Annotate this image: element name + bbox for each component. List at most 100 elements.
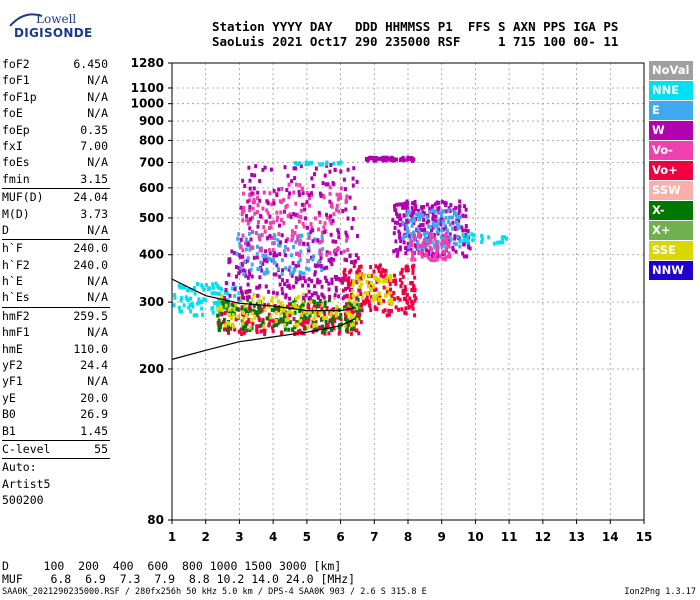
echo-point: [451, 220, 455, 225]
echo-point: [357, 274, 361, 279]
echo-point: [291, 244, 295, 249]
echo-point: [261, 253, 265, 258]
echo-point: [327, 258, 331, 263]
echo-point: [172, 303, 176, 308]
echo-point: [405, 224, 409, 229]
echo-point: [351, 176, 355, 181]
echo-point: [271, 328, 275, 333]
legend-item-noval: NoVal: [649, 61, 693, 80]
echo-point: [422, 231, 426, 236]
echo-point: [202, 287, 206, 292]
echo-point: [237, 232, 241, 237]
echo-point: [220, 294, 224, 299]
echo-point: [336, 197, 340, 202]
echo-point: [354, 320, 358, 325]
echo-point: [395, 253, 399, 258]
echo-point: [247, 269, 251, 274]
echo-point: [210, 291, 214, 296]
o-mode-trace: [171, 278, 356, 312]
y-tick-label: 1000: [131, 97, 164, 111]
echo-point: [307, 193, 311, 198]
echo-point: [295, 320, 299, 325]
echo-point: [379, 273, 383, 278]
y-tick-label: 500: [139, 211, 164, 225]
echo-point: [400, 270, 404, 275]
echo-point: [294, 322, 298, 327]
echo-point: [412, 234, 416, 239]
echo-point: [470, 232, 474, 237]
echo-point: [292, 284, 296, 289]
echo-point: [229, 326, 233, 331]
echo-point: [385, 289, 389, 294]
echo-point: [346, 310, 350, 315]
echo-point: [384, 158, 388, 163]
echo-point: [233, 327, 237, 332]
echo-point: [471, 238, 475, 243]
echo-point: [327, 331, 331, 336]
echo-point: [464, 207, 468, 212]
echo-point: [341, 209, 345, 214]
echo-point: [377, 298, 381, 303]
echo-point: [218, 325, 222, 330]
echo-point: [283, 327, 287, 332]
echo-point: [312, 317, 316, 322]
echo-point: [429, 228, 433, 233]
echo-point: [311, 184, 315, 189]
echo-point: [213, 301, 217, 306]
echo-point: [239, 286, 243, 291]
echo-point: [346, 247, 350, 252]
echo-point: [302, 313, 306, 318]
echo-point: [434, 251, 438, 256]
echo-point: [444, 215, 448, 220]
echo-point: [326, 215, 330, 220]
echo-point: [318, 298, 322, 303]
echo-point: [432, 214, 436, 219]
echo-point: [224, 303, 228, 308]
echo-point: [394, 278, 398, 283]
echo-point: [255, 252, 259, 257]
echo-point: [395, 211, 399, 216]
echo-point: [437, 218, 441, 223]
echo-point: [236, 314, 240, 319]
echo-point: [422, 238, 426, 243]
echo-point: [284, 293, 288, 298]
echo-point: [406, 209, 410, 214]
legend-item-ssw: SSW: [649, 181, 693, 200]
echo-point: [216, 313, 220, 318]
echo-point: [457, 224, 461, 229]
scaled-parameters-panel: foF2 6.450 foF1 N/A foF1p N/A foE N/A foEp 0.35 fx…: [2, 56, 110, 509]
echo-point: [326, 325, 330, 330]
echo-point: [277, 223, 281, 228]
echo-point: [456, 234, 460, 239]
echo-point: [391, 218, 395, 223]
echo-point: [283, 282, 287, 287]
echo-point: [320, 230, 324, 235]
echo-point: [318, 220, 322, 225]
echo-point: [362, 275, 366, 280]
echo-point: [338, 315, 342, 320]
param-key: hmE: [2, 341, 23, 356]
echo-point: [308, 196, 312, 201]
echo-point: [348, 298, 352, 303]
echo-point: [180, 296, 184, 301]
echo-point: [201, 285, 205, 290]
echo-point: [280, 271, 284, 276]
y-tick-label: 600: [139, 181, 164, 195]
echo-point: [404, 296, 408, 301]
echo-point: [283, 323, 287, 328]
echo-point: [395, 202, 399, 207]
echo-point: [301, 299, 305, 304]
echo-point: [325, 160, 329, 165]
echo-point: [299, 214, 303, 219]
echo-point: [260, 232, 264, 237]
echo-point: [282, 220, 286, 225]
echo-point: [462, 238, 466, 243]
echo-point: [313, 314, 317, 319]
echo-point: [282, 209, 286, 214]
param-row: MUF(D) 24.04: [2, 189, 110, 205]
echo-point: [335, 206, 339, 211]
echo-point: [352, 327, 356, 332]
echo-point: [249, 301, 253, 306]
x-tick-label: 3: [235, 530, 243, 544]
echo-point: [290, 179, 294, 184]
